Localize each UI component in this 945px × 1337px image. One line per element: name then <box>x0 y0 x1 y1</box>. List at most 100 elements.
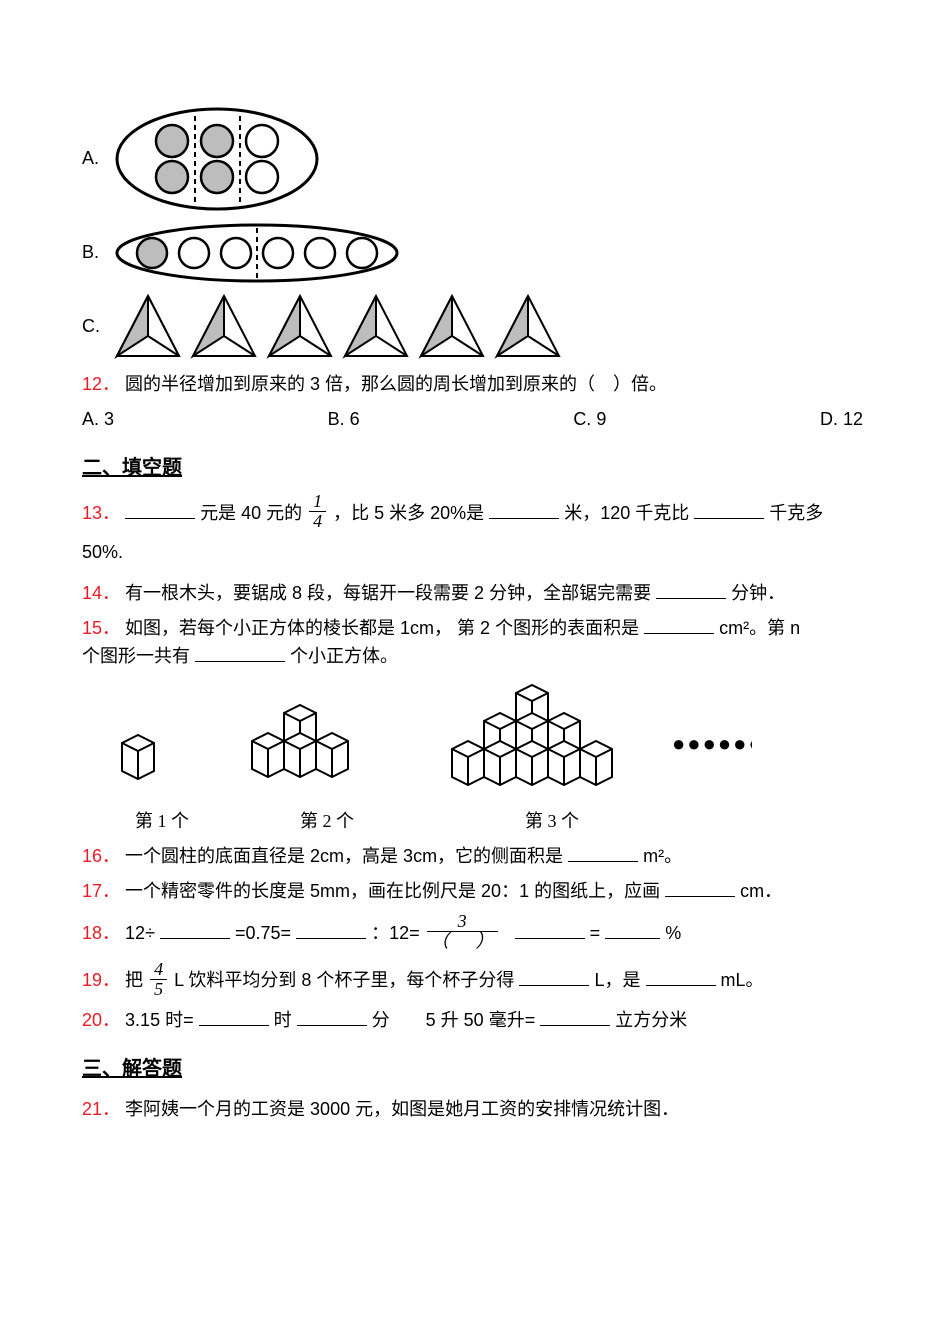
q12-opt-a: A. 3 <box>82 405 114 434</box>
q20-t2: 时 <box>274 1010 292 1030</box>
section-3-title: 三、解答题 <box>82 1053 863 1085</box>
section-2-title: 二、填空题 <box>82 452 863 484</box>
question-15: 15． 如图，若每个小正方体的棱长都是 1cm， 第 2 个图形的表面积是 cm… <box>82 614 863 672</box>
qtext-12: 圆的半径增加到原来的 3 倍，那么圆的周长增加到原来的（ ）倍。 <box>125 374 667 394</box>
q15-dots: ●●●●●● <box>672 731 752 756</box>
q13-frac: 1 4 <box>309 492 326 531</box>
q15-labels: 第 1 个 第 2 个 第 3 个 <box>92 807 863 836</box>
q16-blank[interactable] <box>568 844 638 862</box>
option-b-diagram <box>112 222 402 284</box>
q18-blank-2[interactable] <box>296 921 366 939</box>
q17-blank[interactable] <box>665 879 735 897</box>
option-a-diagram <box>112 104 322 214</box>
q13-t2: ，比 5 米多 20%是 <box>333 503 484 523</box>
qnum-12: 12． <box>82 374 120 394</box>
option-c-diagram <box>113 292 573 362</box>
question-18: 18． 12÷ =0.75= ：12= 3 （ ） = % <box>82 912 863 955</box>
question-19: 19． 把 4 5 L 饮料平均分到 8 个杯子里，每个杯子分得 L，是 mL。 <box>82 961 863 1001</box>
q15-label-3: 第 3 个 <box>422 807 682 836</box>
q15-2a: 个图形一共有 <box>82 646 190 666</box>
q15-1b: cm²。第 n <box>719 618 800 638</box>
q13-blank-2[interactable] <box>489 501 559 519</box>
q18-frac-num: 3 <box>427 912 498 932</box>
q16-b: m²。 <box>643 846 682 866</box>
q19-t3: L，是 <box>594 970 640 990</box>
q18-paren-l: （ <box>431 931 449 951</box>
q16-a: 一个圆柱的底面直径是 2cm，高是 3cm，它的侧面积是 <box>125 846 563 866</box>
option-c-letter: C. <box>82 316 100 336</box>
q19-frac-num: 4 <box>150 960 167 980</box>
q21-text: 李阿姨一个月的工资是 3000 元，如图是她月工资的安排情况统计图． <box>125 1099 679 1119</box>
q15-blank-1[interactable] <box>644 616 714 634</box>
option-b-letter: B. <box>82 242 99 262</box>
question-17: 17． 一个精密零件的长度是 5mm，画在比例尺是 20：1 的图纸上，应画 c… <box>82 877 863 906</box>
q15-2b: 个小正方体。 <box>290 646 398 666</box>
question-16: 16． 一个圆柱的底面直径是 2cm，高是 3cm，它的侧面积是 m²。 <box>82 842 863 871</box>
q20-blank-1[interactable] <box>199 1008 269 1026</box>
q14-blank[interactable] <box>656 581 726 599</box>
question-12: 12． 圆的半径增加到原来的 3 倍，那么圆的周长增加到原来的（ ）倍。 <box>82 370 863 399</box>
option-b: B. <box>82 222 863 284</box>
question-21: 21． 李阿姨一个月的工资是 3000 元，如图是她月工资的安排情况统计图． <box>82 1095 863 1124</box>
q18-t5: % <box>665 923 681 943</box>
option-a: A. <box>82 104 863 214</box>
option-a-letter: A. <box>82 148 99 168</box>
q19-t1: 把 <box>125 970 143 990</box>
q18-t1: 12÷ <box>125 923 155 943</box>
q19-blank-1[interactable] <box>519 968 589 986</box>
q13-t1: 元是 40 元的 <box>200 503 302 523</box>
q18-blank-1[interactable] <box>160 921 230 939</box>
q14-b: 分钟． <box>731 583 785 603</box>
q13-blank-1[interactable] <box>125 501 195 519</box>
q13-t5: 50%. <box>82 542 123 562</box>
qnum-17: 17． <box>82 881 120 901</box>
q13-t3: 米，120 千克比 <box>564 503 689 523</box>
qnum-15: 15． <box>82 618 120 638</box>
q18-t3: ：12= <box>371 923 420 943</box>
q20-t1: 3.15 时= <box>125 1010 194 1030</box>
question-14: 14． 有一根木头，要锯成 8 段，每锯开一段需要 2 分钟，全部锯完需要 分钟… <box>82 579 863 608</box>
q15-label-2: 第 2 个 <box>232 807 422 836</box>
qnum-20: 20． <box>82 1010 120 1030</box>
q12-opt-b: B. 6 <box>328 405 360 434</box>
q15-diagram: ●●●●●● 第 1 个 第 2 个 第 3 个 <box>92 681 863 836</box>
question-20: 20． 3.15 时= 时 分 5 升 50 毫升= 立方分米 <box>82 1006 863 1035</box>
q15-1a: 如图，若每个小正方体的棱长都是 1cm， 第 2 个图形的表面积是 <box>125 618 639 638</box>
qnum-21: 21． <box>82 1099 120 1119</box>
q18-frac: 3 （ ） <box>427 912 498 951</box>
q20-blank-3[interactable] <box>540 1008 610 1026</box>
q19-t4: mL。 <box>721 970 764 990</box>
q13-blank-3[interactable] <box>694 501 764 519</box>
q19-frac: 4 5 <box>150 960 167 999</box>
q18-paren-r: ） <box>476 931 494 951</box>
q20-t4: 立方分米 <box>615 1010 687 1030</box>
question-13: 13． 元是 40 元的 1 4 ，比 5 米多 20%是 米，120 千克比 … <box>82 494 863 573</box>
q19-t2: L 饮料平均分到 8 个杯子里，每个杯子分得 <box>174 970 514 990</box>
qnum-16: 16． <box>82 846 120 866</box>
q15-blank-2[interactable] <box>195 644 285 662</box>
q17-a: 一个精密零件的长度是 5mm，画在比例尺是 20：1 的图纸上，应画 <box>125 881 660 901</box>
q13-frac-den: 4 <box>309 512 326 531</box>
q17-b: cm． <box>740 881 782 901</box>
q15-label-1: 第 1 个 <box>92 807 232 836</box>
q14-a: 有一根木头，要锯成 8 段，每锯开一段需要 2 分钟，全部锯完需要 <box>125 583 651 603</box>
q20-blank-2[interactable] <box>297 1008 367 1026</box>
qnum-18: 18． <box>82 923 120 943</box>
option-c: C. <box>82 292 863 362</box>
q18-blank-4[interactable] <box>605 921 660 939</box>
q18-blank-3[interactable] <box>515 921 585 939</box>
q18-frac-den: （ ） <box>427 932 498 951</box>
q12-opt-d: D. 12 <box>820 405 863 434</box>
q20-t3: 分 5 升 50 毫升= <box>372 1010 536 1030</box>
q19-frac-den: 5 <box>150 980 167 999</box>
q13-frac-num: 1 <box>309 492 326 512</box>
q12-opt-c: C. 9 <box>573 405 606 434</box>
q12-options: A. 3 B. 6 C. 9 D. 12 <box>82 405 863 434</box>
q13-t4: 千克多 <box>769 503 823 523</box>
q18-t4: = <box>590 923 601 943</box>
qnum-13: 13． <box>82 503 120 523</box>
qnum-19: 19． <box>82 970 120 990</box>
q18-t2: =0.75= <box>235 923 291 943</box>
qnum-14: 14． <box>82 583 120 603</box>
q19-blank-2[interactable] <box>646 968 716 986</box>
